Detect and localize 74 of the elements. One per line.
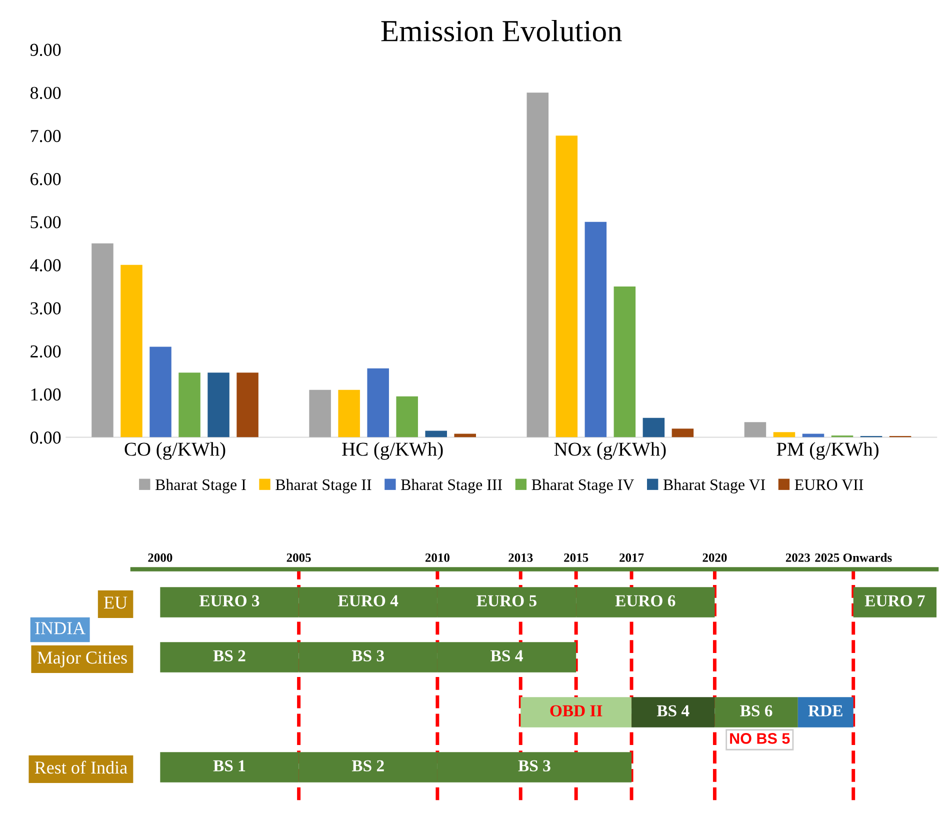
y-tick-label: EU <box>104 596 128 609</box>
x-tick-label: 2013 <box>508 553 533 562</box>
legend-label: EURO VII <box>794 479 864 490</box>
y-tick-label: 7.00 <box>30 130 61 142</box>
bar <box>714 697 798 728</box>
x-tick-label: HC (g/KWh) <box>342 442 443 460</box>
bar <box>798 697 854 728</box>
y-tick-label: Major Cities <box>37 652 127 668</box>
x-tick-label: 2017 <box>620 553 644 562</box>
y-tick-label: 1.00 <box>31 388 61 401</box>
y-tick-label: 6.00 <box>30 173 61 186</box>
text: INDIA <box>35 622 86 634</box>
bar <box>178 372 200 438</box>
bar <box>744 422 766 438</box>
bar <box>338 390 360 438</box>
data-label: BS 1 <box>213 760 246 772</box>
x-tick-label: 2025 Onwards <box>815 553 892 562</box>
data-label: EURO 3 <box>199 595 260 606</box>
bar <box>520 697 632 728</box>
x-tick-label: PM (g/KWh) <box>776 442 878 460</box>
bar <box>584 222 607 438</box>
x-tick-label: 2010 <box>425 553 450 562</box>
bar <box>396 396 418 438</box>
data-label: EURO 6 <box>615 595 676 606</box>
data-label: BS 2 <box>352 760 384 772</box>
bar <box>236 372 258 438</box>
x-tick-label: 2005 <box>286 553 311 562</box>
bar <box>120 264 142 438</box>
data-label: BS 6 <box>740 705 772 716</box>
bar <box>208 372 230 438</box>
bar <box>642 418 665 438</box>
x-tick-label: 2015 <box>564 553 588 562</box>
y-tick-label: 5.00 <box>30 216 61 228</box>
legend-label: Bharat Stage III <box>401 478 502 494</box>
data-label: RDE <box>808 705 842 716</box>
legend-label: Bharat Stage IV <box>532 478 634 494</box>
bar <box>632 697 715 728</box>
data-label: BS 2 <box>213 650 246 662</box>
data-label: EURO 4 <box>338 595 398 606</box>
data-label: EURO 5 <box>476 595 536 606</box>
y-tick-label: 3.00 <box>30 302 61 315</box>
bar <box>92 243 114 438</box>
x-tick-label: 2023 <box>786 553 810 562</box>
chart-title: Emission Evolution <box>381 20 622 42</box>
data-label: BS 3 <box>352 650 384 662</box>
bar <box>556 136 578 438</box>
y-tick-label: 0.00 <box>30 432 61 444</box>
y-tick-label: 8.00 <box>30 86 61 100</box>
x-tick-label: 2020 <box>702 553 727 562</box>
data-label: EURO 7 <box>864 595 925 606</box>
y-tick-label: 4.00 <box>30 259 61 272</box>
data-label: BS 4 <box>656 705 690 716</box>
bar <box>614 286 636 438</box>
bar <box>773 432 796 438</box>
y-tick-label: 2.00 <box>30 345 61 358</box>
x-tick-label: CO (g/KWh) <box>124 442 226 460</box>
legend-label: Bharat Stage VI <box>663 478 766 494</box>
data-label: OBD II <box>550 705 602 716</box>
bar <box>309 390 331 438</box>
y-tick-label: 9.00 <box>30 44 61 56</box>
x-tick-label: NOx (g/KWh) <box>554 442 666 460</box>
legend-label: Bharat Stage I <box>155 478 246 494</box>
data-label: BS 3 <box>518 760 550 772</box>
annotation: NO BS 5 <box>730 733 790 744</box>
legend-label: Bharat Stage II <box>276 478 372 494</box>
bar <box>425 430 447 438</box>
bar <box>367 368 389 438</box>
bar <box>526 92 549 438</box>
data-label: BS 4 <box>490 650 523 662</box>
bar <box>672 428 694 438</box>
x-tick-label: 2000 <box>148 553 172 562</box>
y-tick-label: Rest of India <box>34 760 128 774</box>
bar <box>853 587 937 618</box>
bar <box>150 346 172 438</box>
